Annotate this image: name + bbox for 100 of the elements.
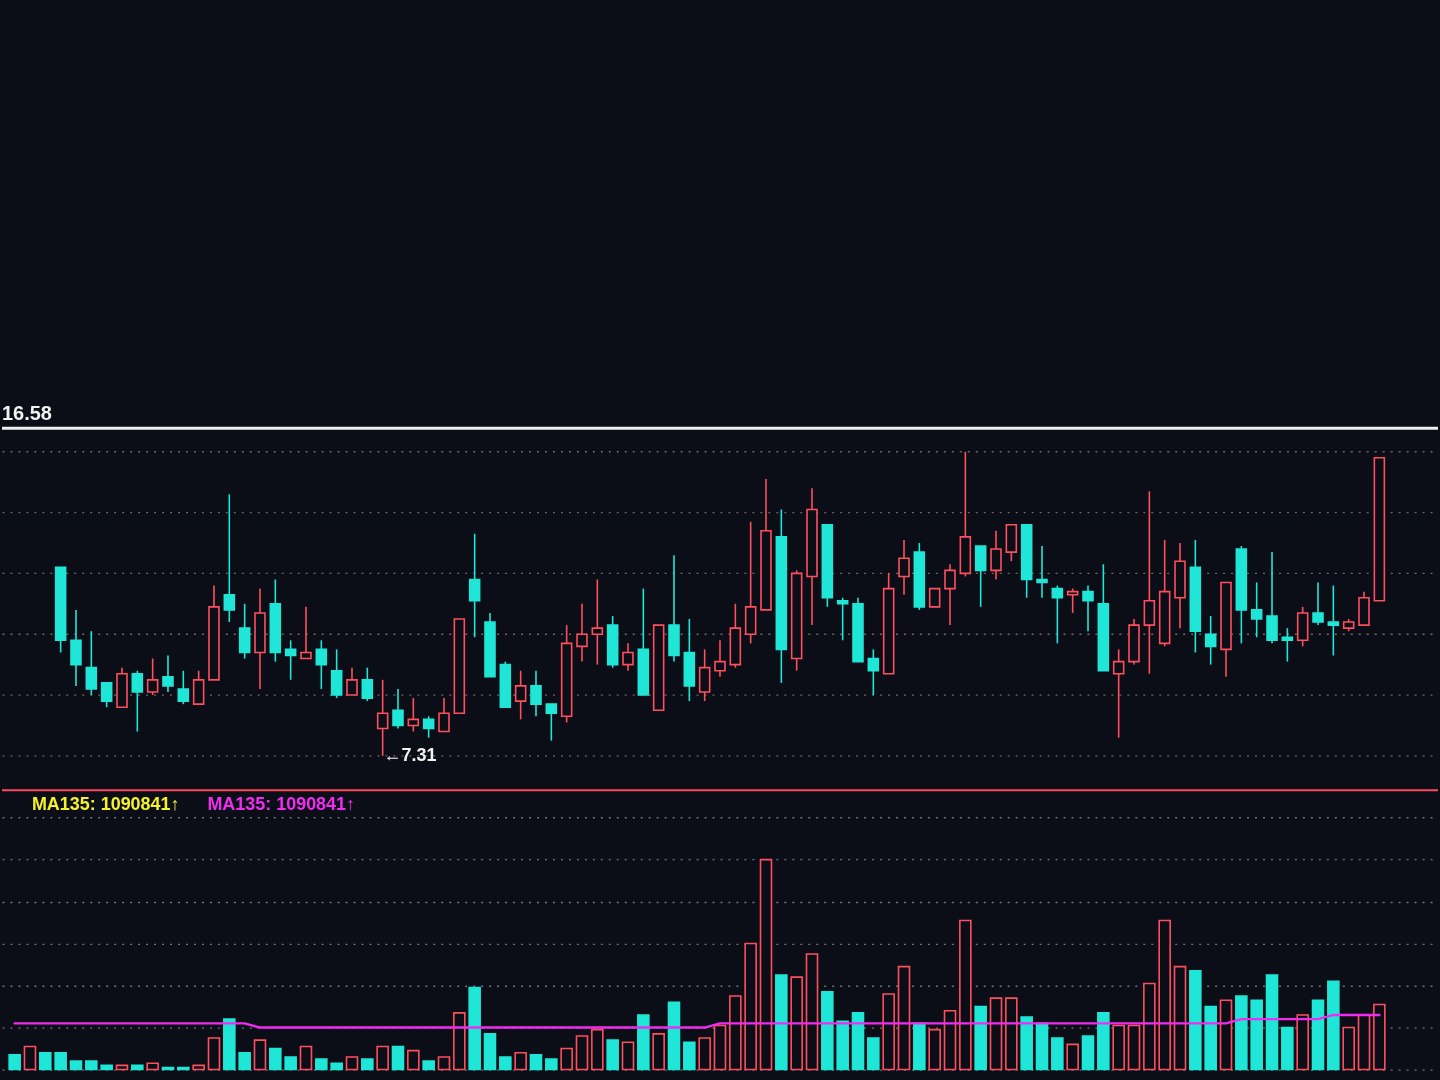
bar bbox=[453, 1012, 466, 1071]
candlestick bbox=[361, 666, 374, 702]
candlestick bbox=[177, 669, 190, 705]
bar bbox=[437, 1056, 451, 1071]
bar bbox=[223, 1018, 236, 1071]
candlestick bbox=[1082, 584, 1094, 632]
candlestick bbox=[514, 669, 527, 721]
bar bbox=[315, 1058, 328, 1071]
bar bbox=[69, 1060, 83, 1071]
bar bbox=[1342, 1026, 1355, 1071]
bar bbox=[207, 1037, 221, 1071]
bar bbox=[974, 1005, 987, 1071]
bar bbox=[591, 1028, 604, 1071]
candlestick bbox=[468, 533, 481, 639]
bar bbox=[146, 1062, 159, 1071]
bar bbox=[1296, 1014, 1309, 1071]
bar bbox=[606, 1039, 619, 1071]
bar bbox=[683, 1041, 696, 1071]
candlestick bbox=[300, 606, 312, 660]
text: 16.58 bbox=[1, 402, 52, 425]
bar bbox=[713, 1024, 727, 1071]
candlestick bbox=[1051, 584, 1064, 645]
candlestick bbox=[898, 539, 910, 596]
bar bbox=[913, 1022, 926, 1071]
candlestick bbox=[407, 697, 420, 733]
bar bbox=[897, 965, 911, 1071]
bar bbox=[238, 1051, 251, 1071]
bar bbox=[284, 1056, 297, 1071]
bar bbox=[1143, 982, 1156, 1071]
candlestick bbox=[1112, 648, 1125, 739]
candlestick bbox=[392, 688, 404, 730]
bar bbox=[790, 976, 803, 1071]
candlestick bbox=[346, 666, 358, 696]
candlestick bbox=[867, 648, 880, 696]
bar bbox=[1373, 1003, 1386, 1071]
bar bbox=[867, 1037, 880, 1071]
candlestick bbox=[1036, 545, 1048, 599]
candlestick bbox=[85, 630, 98, 696]
bar bbox=[1281, 1026, 1294, 1071]
candlestick bbox=[990, 530, 1002, 581]
candlestick bbox=[376, 679, 389, 757]
candlestick bbox=[100, 682, 113, 708]
candlestick bbox=[146, 657, 159, 696]
bar bbox=[1327, 980, 1340, 1071]
candlestick bbox=[1204, 615, 1217, 666]
bar bbox=[269, 1047, 282, 1071]
candlestick bbox=[131, 669, 144, 733]
bar bbox=[959, 919, 972, 1071]
bar bbox=[376, 1045, 389, 1071]
bar bbox=[989, 997, 1003, 1071]
bar bbox=[1204, 1005, 1217, 1071]
bar bbox=[652, 1033, 665, 1071]
candlestick bbox=[714, 639, 726, 678]
bar bbox=[882, 993, 895, 1071]
bar bbox=[23, 1045, 37, 1071]
bar bbox=[1035, 1022, 1049, 1071]
bar bbox=[253, 1039, 267, 1071]
bar bbox=[836, 1020, 849, 1071]
bar bbox=[1005, 997, 1018, 1071]
bar bbox=[805, 953, 819, 1071]
bar bbox=[468, 986, 481, 1071]
bar bbox=[1051, 1037, 1064, 1071]
bar bbox=[928, 1028, 941, 1071]
bar bbox=[345, 1056, 359, 1071]
bar bbox=[775, 974, 788, 1071]
bar bbox=[943, 1009, 957, 1071]
bar bbox=[483, 1033, 497, 1071]
text: MA135: 1090841↑ bbox=[207, 794, 356, 815]
bar bbox=[545, 1058, 558, 1071]
candlestick bbox=[315, 639, 328, 690]
candlestick bbox=[1327, 584, 1340, 657]
bar bbox=[422, 1060, 435, 1071]
bar bbox=[575, 1035, 589, 1071]
candlestick bbox=[438, 697, 450, 733]
bar bbox=[621, 1041, 635, 1071]
bar bbox=[1158, 919, 1171, 1071]
bar bbox=[54, 1051, 67, 1071]
bar bbox=[361, 1058, 374, 1071]
bar bbox=[1265, 974, 1279, 1071]
bar bbox=[1066, 1043, 1079, 1071]
candlestick bbox=[591, 578, 604, 666]
candlestick bbox=[284, 639, 297, 681]
bar bbox=[8, 1054, 21, 1071]
bar bbox=[1097, 1012, 1110, 1071]
bar bbox=[1235, 995, 1248, 1071]
bar bbox=[299, 1045, 313, 1071]
candlestick bbox=[944, 563, 956, 626]
bar bbox=[1127, 1024, 1141, 1071]
candlestick bbox=[545, 703, 558, 742]
bar bbox=[1020, 1016, 1033, 1071]
legend-label: MA135: 1090841↑ bbox=[31, 794, 180, 815]
candlestick bbox=[162, 654, 174, 693]
bar bbox=[1081, 1035, 1095, 1071]
bar bbox=[330, 1062, 343, 1071]
bar bbox=[851, 1012, 865, 1071]
bar bbox=[1311, 999, 1325, 1071]
bar bbox=[1112, 1024, 1125, 1071]
candlestick bbox=[576, 603, 588, 663]
bar bbox=[1173, 965, 1187, 1071]
bar bbox=[529, 1054, 543, 1071]
